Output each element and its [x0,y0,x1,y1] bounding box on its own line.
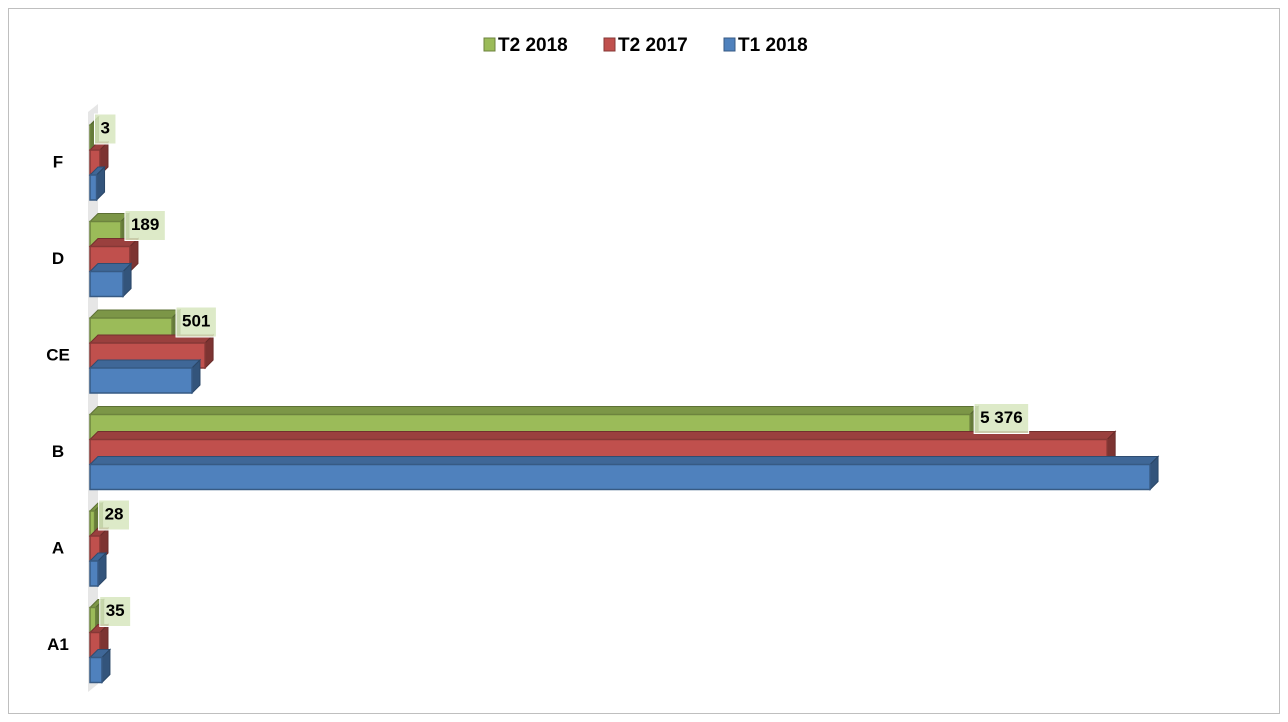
category-label: CE [46,345,70,364]
chart-frame [8,8,1280,714]
bar [89,560,99,587]
legend-swatch [603,37,616,52]
data-label-box [93,113,117,145]
data-label: 189 [131,215,159,234]
data-label-box [124,210,166,241]
data-label-group: 3 [93,113,117,145]
data-label-box [98,499,131,531]
data-label-group: 35 [99,596,132,627]
category-label: A [52,538,64,557]
bar-top [88,406,980,415]
data-label-group: 28 [98,499,131,531]
bar [89,367,193,394]
legend-label: T2 2017 [618,35,688,56]
data-label: 3 [100,118,109,137]
category-label: A1 [47,635,69,654]
legend: T2 2018 T2 2017 T1 2018 [483,35,808,56]
category-label: D [52,249,64,268]
bar [89,270,124,298]
category-label: F [53,152,63,171]
legend-label: T2 2018 [498,35,568,56]
data-label: 35 [106,601,125,620]
bar-top [88,309,182,319]
data-label-group: 189 [124,210,166,241]
data-label: 5 376 [980,408,1023,427]
bar-top [88,359,202,369]
data-label-group: 501 [175,306,217,338]
bar [89,174,98,201]
legend-label: T1 2018 [738,35,808,56]
legend-swatch [483,37,496,52]
legend-swatch [723,37,736,52]
data-label-group: 5 376 [973,403,1030,434]
category-label: B [52,442,64,461]
data-label-box [973,403,1030,434]
data-label-box [175,306,217,338]
bar-top [88,456,1160,465]
bar [89,656,103,684]
bar-top [88,431,1117,440]
bar [89,463,1151,491]
data-label-box [99,596,132,627]
plot-area: A1 A B CE D F 35 28 5 376 501 189 3 [46,113,1160,684]
data-label: 28 [105,504,124,523]
data-label: 501 [182,311,210,330]
